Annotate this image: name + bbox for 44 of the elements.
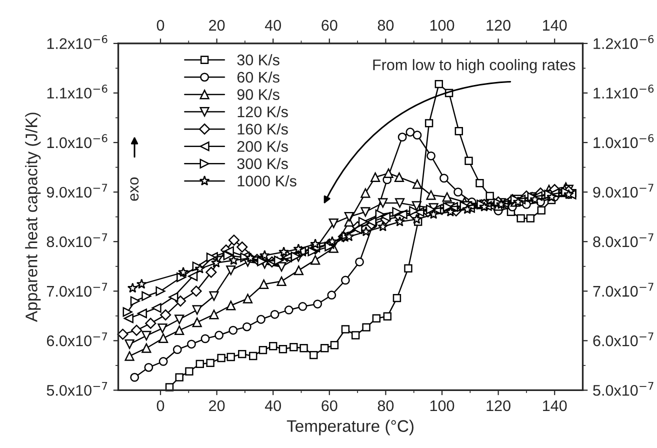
- x2-tick-label: 20: [209, 20, 225, 31]
- y-tick-label: 9.0x10$^{−7}$: [46, 184, 108, 198]
- y2-tick-label: 9.0x10$^{−7}$: [593, 184, 654, 198]
- y2-tick-label: 1.2x10$^{−6}$: [594, 35, 654, 50]
- legend-label: 300 K/s: [237, 158, 288, 170]
- y2-tick-label: 7.0x10$^{−7}$: [593, 282, 654, 297]
- x2-tick-label: 140: [543, 20, 567, 31]
- x2-tick-label: 0: [156, 20, 164, 31]
- y-tick-label: 1.2x10$^{−6}$: [47, 35, 108, 50]
- y2-tick-label: 8.0x10$^{−7}$: [593, 233, 654, 248]
- legend-label: 90 K/s: [237, 88, 280, 100]
- x-tick-label: 120: [486, 400, 510, 412]
- y2-tick-label: 1.1x10$^{−6}$: [594, 84, 654, 99]
- y-tick-label: 5.0x10$^{−7}$: [46, 382, 108, 396]
- x2-tick-label: 40: [264, 20, 281, 31]
- y-tick-label: 7.0x10$^{−7}$: [46, 282, 108, 297]
- legend-label: 200 K/s: [237, 140, 288, 152]
- legend-label: 60 K/s: [237, 71, 280, 83]
- y2-tick-label: 6.0x10$^{−7}$: [593, 332, 654, 346]
- x-tick-label: 0: [156, 400, 164, 412]
- x2-tick-label: 60: [322, 20, 338, 31]
- y-tick-label: 8.0x10$^{−7}$: [46, 233, 108, 248]
- legend-label: 30 K/s: [237, 54, 280, 66]
- y2-tick-label: 5.0x10$^{−7}$: [593, 382, 654, 396]
- x2-tick-label: 120: [486, 20, 510, 31]
- x-tick-label: 100: [430, 400, 454, 412]
- annotation: From low to high cooling rates: [373, 59, 576, 74]
- legend-label: 1000 K/s: [238, 175, 296, 186]
- x-tick-label: 20: [209, 400, 225, 412]
- y2-tick-label: 1.0x10$^{−6}$: [594, 134, 654, 148]
- annotation: exo: [130, 177, 139, 201]
- x-tick-label: 60: [322, 400, 338, 412]
- legend-label: 160 K/s: [238, 123, 288, 135]
- x-tick-label: 140: [543, 400, 567, 412]
- legend-label: 120 K/s: [238, 106, 288, 118]
- y-tick-label: 1.1x10$^{−6}$: [47, 84, 108, 99]
- y-tick-label: 6.0x10$^{−7}$: [46, 332, 108, 346]
- x-axis-title: Temperature (°C): [286, 420, 414, 436]
- y-tick-label: 1.0x10$^{−6}$: [47, 134, 108, 148]
- x-tick-label: 80: [378, 400, 394, 412]
- x2-tick-label: 100: [430, 20, 454, 31]
- x-tick-label: 40: [264, 400, 281, 412]
- x2-tick-label: 80: [378, 20, 394, 31]
- y-axis-title: Apparent heat capacity (J/K): [25, 112, 41, 322]
